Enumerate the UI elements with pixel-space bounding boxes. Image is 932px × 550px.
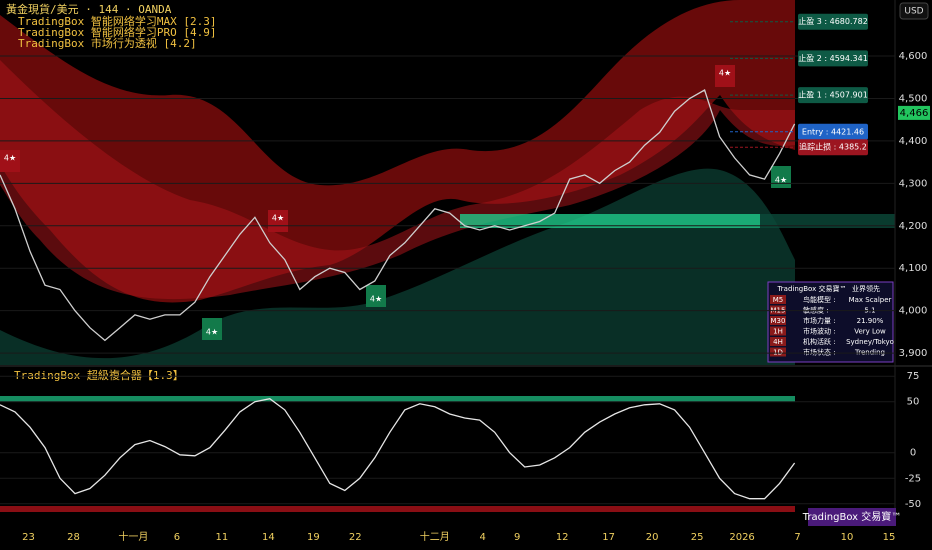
info-table: TradingBox 交易寶™ 业界领先 M5 鸟能模型 : Max Scalper… — [767, 281, 894, 363]
level-label: 追踪止损 : 4385.2 — [799, 142, 867, 152]
y-tick-label: 75 — [907, 371, 920, 382]
table-cell: M30 — [771, 317, 786, 325]
y-tick-label: -50 — [905, 499, 921, 510]
table-cell: 1H — [773, 328, 783, 336]
y-tick-label: 4,000 — [899, 306, 928, 317]
badge-box — [808, 508, 896, 526]
row-tag — [770, 337, 786, 346]
y-tick-label: 4,100 — [899, 263, 928, 274]
table-frame — [767, 281, 894, 363]
x-tick-label: 2026 — [729, 532, 754, 543]
row-tag — [770, 295, 786, 304]
indicator: TradingBox 市场行为透视 [4.2] — [18, 36, 197, 50]
table-cell: 敏感度 : — [803, 306, 829, 315]
strip — [0, 506, 795, 512]
x-tick-label: 17 — [602, 532, 615, 543]
level-label: 止盈 1 : 4507.901 — [798, 90, 868, 100]
table-cell: 鸟能模型 : — [803, 295, 836, 304]
x-tick-label: 10 — [841, 532, 854, 543]
x-tick-label: 12 — [556, 532, 569, 543]
level-box — [798, 13, 868, 30]
x-tick-label: 7 — [794, 532, 800, 543]
x-tick-label: 14 — [262, 532, 275, 543]
zone — [760, 214, 895, 228]
row-tag — [770, 326, 786, 336]
oscillator-title: TradingBox 超級複合器【1.3】 — [14, 368, 184, 382]
indicator: TradingBox 智能网络学习PRO [4.9] — [18, 25, 216, 39]
signal: 4★ — [719, 69, 731, 78]
level-label: Entry : 4421.46 — [802, 127, 864, 136]
currency-button[interactable] — [899, 2, 929, 20]
y-tick-label: 0 — [910, 448, 916, 459]
x-tick-label: 15 — [883, 532, 896, 543]
strip — [0, 396, 795, 402]
signal: 4★ — [775, 176, 787, 185]
x-tick-label: 28 — [67, 532, 80, 543]
level-box — [798, 139, 868, 156]
zone — [460, 214, 760, 228]
x-tick-label: 十二月 — [420, 530, 450, 543]
x-tick-label: 25 — [691, 532, 704, 543]
x-tick-label: 19 — [307, 532, 320, 543]
y-tick-label: 4,500 — [899, 93, 928, 104]
table-cell: Max Scalper — [849, 296, 892, 304]
level-label: 止盈 2 : 4594.341 — [798, 53, 868, 63]
table-cell: Sydney/Tokyo — [846, 338, 894, 346]
table-cell: M5 — [773, 296, 784, 304]
indicator: TradingBox 智能网络学习MAX [2.3] — [18, 14, 216, 28]
y-tick-label: 4,200 — [899, 221, 928, 232]
x-tick-label: 11 — [216, 532, 229, 543]
y-tick-label: 3,900 — [899, 348, 928, 359]
table-cell: 21.90% — [857, 317, 884, 325]
series-line — [0, 89, 796, 342]
resistance-cloud-inner — [0, 60, 795, 300]
level-box — [798, 87, 868, 104]
x-tick-label: 22 — [349, 532, 362, 543]
badge: TradingBox 交易寶™ — [802, 510, 901, 523]
currency[interactable]: USD — [904, 7, 923, 17]
y-tick-label: 4,400 — [899, 136, 928, 147]
level-box — [798, 123, 868, 140]
y-tick-label: 50 — [907, 397, 920, 408]
signals: 4★ 4★ 4★ 4★ 4★ 4★ — [0, 65, 791, 340]
table-cell: 4H — [773, 338, 783, 346]
row-tag — [770, 316, 786, 325]
x-tick-label: 20 — [646, 532, 659, 543]
last-price: 4,466 — [900, 108, 929, 119]
level-label: 止盈 3 : 4680.782 — [798, 16, 868, 26]
series-line — [0, 398, 796, 500]
symbol: 黃金現貨/美元 · 144 · OANDA — [6, 2, 172, 16]
row-tag — [770, 305, 786, 315]
signal: 4★ — [370, 295, 382, 304]
x-tick-label: 6 — [174, 532, 180, 543]
table-cell: 1D — [773, 349, 783, 357]
x-tick-label: 十一月 — [118, 530, 148, 543]
table-header: 业界领先 — [852, 284, 880, 293]
table-header: TradingBox 交易寶™ — [777, 284, 847, 293]
table-cell: 市场波动 : — [803, 327, 836, 336]
y-tick-label: 4,600 — [899, 51, 928, 62]
table-cell: Trending — [854, 349, 885, 357]
y-tick-label: 4,300 — [899, 178, 928, 189]
x-tick-label: 23 — [22, 532, 35, 543]
last-price-box — [898, 105, 930, 120]
table-cell: 市场状态 : — [803, 348, 836, 357]
y-tick-label: -25 — [905, 473, 921, 484]
table-cell: Very Low — [854, 328, 886, 336]
table-cell: 市场力量 : — [803, 316, 836, 325]
level-box — [798, 50, 868, 67]
x-tick-label: 4 — [480, 532, 486, 543]
signal: 4★ — [206, 328, 218, 337]
signal: 4★ — [4, 154, 16, 163]
row-tag — [770, 347, 786, 357]
signal: 4★ — [272, 214, 284, 223]
table-cell: 机构活跃 : — [803, 337, 836, 346]
x-tick-label: 9 — [514, 532, 520, 543]
